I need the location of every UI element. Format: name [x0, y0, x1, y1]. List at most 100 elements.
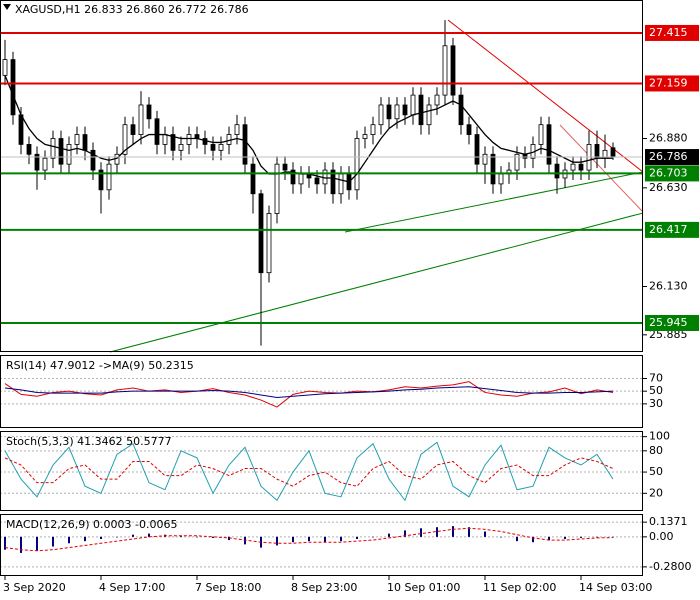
macd-bar — [196, 536, 198, 538]
y-tick-label: 26.880 — [649, 132, 688, 145]
macd-bar — [372, 536, 374, 538]
candle-body — [282, 163, 288, 171]
candle-body — [18, 114, 24, 145]
candle-body — [186, 134, 192, 145]
macd-bar — [68, 536, 70, 544]
candle-body — [130, 124, 136, 135]
level-label: 27.159 — [649, 76, 688, 89]
candle-body — [234, 124, 240, 135]
candle-body — [106, 163, 112, 191]
candle-body — [578, 163, 584, 171]
macd-bar — [132, 534, 134, 537]
candle-body — [162, 134, 168, 145]
candle-body — [138, 104, 144, 135]
last-price-box — [645, 149, 699, 166]
macd-bar — [436, 527, 438, 537]
macd-bar — [420, 528, 422, 537]
y-tick-label: 0.00 — [649, 530, 674, 543]
signal-line — [4, 527, 614, 552]
level-box — [645, 75, 699, 92]
candle-body — [250, 163, 256, 195]
candle-body — [498, 173, 504, 185]
panel-border — [0, 514, 643, 576]
macd-bar — [324, 536, 326, 543]
trend-line — [109, 212, 644, 353]
candle-body — [426, 104, 432, 126]
level-box — [645, 221, 699, 238]
x-tick-label: 4 Sep 17:00 — [99, 581, 165, 594]
macd-bar — [452, 526, 454, 537]
y-tick-label: 26.630 — [649, 181, 688, 194]
chart-title: XAGUSD,H1 26.833 26.860 26.772 26.786 — [15, 3, 249, 16]
y-tick-label: 50 — [649, 465, 663, 478]
candle-body — [170, 134, 176, 151]
candle-body — [490, 153, 496, 185]
indicator-line — [4, 381, 614, 408]
candle-body — [482, 153, 488, 165]
macd-bar — [404, 530, 406, 537]
last-price-label: 26.786 — [649, 150, 688, 163]
level-box — [645, 24, 699, 41]
candle-body — [274, 163, 280, 214]
indicator-title: RSI(14) 47.9012 ->MA(9) 50.2315 — [6, 359, 194, 372]
candle-body — [90, 149, 96, 171]
candle-body — [410, 94, 416, 116]
candle-body — [2, 59, 8, 76]
candle-body — [10, 59, 16, 116]
candle-body — [418, 94, 424, 126]
level-box — [645, 314, 699, 331]
candle-body — [514, 153, 520, 171]
macd-bar — [116, 536, 118, 538]
y-tick-label: 25.885 — [649, 328, 688, 341]
candle-body — [26, 144, 32, 155]
y-tick-label: 0.1371 — [649, 515, 688, 528]
indicator-title: MACD(12,26,9) 0.0003 -0.0065 — [6, 518, 177, 531]
macd-bar — [148, 533, 150, 537]
level-label: 25.945 — [649, 316, 688, 329]
candle-body — [458, 94, 464, 126]
y-tick-label: 100 — [649, 430, 670, 443]
candle-body — [218, 144, 224, 151]
macd-bar — [52, 536, 54, 547]
macd-bar — [308, 536, 310, 542]
candle-body — [338, 173, 344, 195]
candle-body — [58, 138, 64, 165]
macd-bar — [340, 536, 342, 542]
y-tick-label: 30 — [649, 397, 663, 410]
candle-body — [554, 163, 560, 179]
candle-body — [330, 169, 336, 195]
x-tick-label: 11 Sep 02:00 — [483, 581, 556, 594]
candle-body — [242, 124, 248, 165]
candle-body — [122, 124, 128, 155]
y-tick-label: 70 — [649, 371, 663, 384]
macd-bar — [276, 536, 278, 546]
candle-body — [362, 134, 368, 139]
candle-body — [42, 157, 48, 171]
level-label: 26.417 — [649, 223, 688, 236]
y-tick-label: 50 — [649, 384, 663, 397]
macd-bar — [516, 536, 518, 542]
macd-bar — [548, 536, 550, 541]
macd-bar — [468, 527, 470, 537]
macd-bar — [244, 536, 246, 545]
macd-bar — [180, 535, 182, 537]
macd-bar — [388, 533, 390, 537]
candle-body — [210, 144, 216, 151]
candle-body — [570, 163, 576, 171]
macd-bar — [484, 531, 486, 537]
candle-body — [298, 173, 304, 185]
trend-line — [344, 171, 644, 233]
candle-body — [546, 124, 552, 165]
x-tick-label: 3 Sep 2020 — [3, 581, 66, 594]
macd-bar — [292, 536, 294, 543]
x-tick-label: 7 Sep 18:00 — [195, 581, 261, 594]
candle-body — [466, 124, 472, 135]
candle-body — [98, 169, 104, 191]
macd-bar — [228, 536, 230, 541]
trend-line — [447, 19, 644, 173]
candle-body — [370, 124, 376, 135]
candle-body — [314, 177, 320, 185]
candle-body — [434, 94, 440, 106]
